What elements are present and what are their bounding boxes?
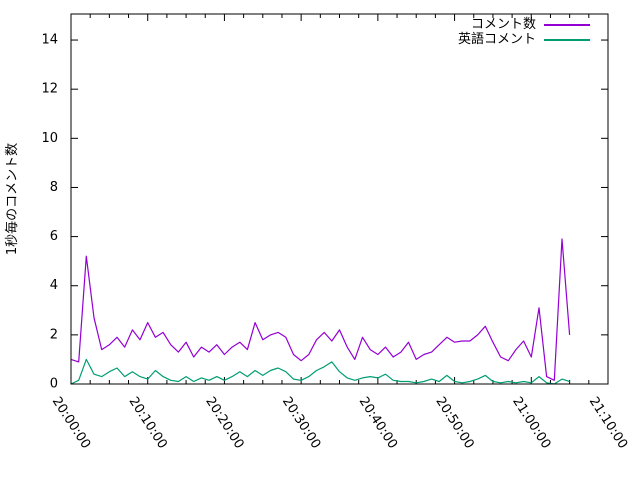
y-tick-label: 2 xyxy=(50,327,58,342)
x-tick-label: 20:10:00 xyxy=(126,394,170,451)
y-tick-label: 12 xyxy=(41,82,58,97)
x-tick-label: 21:00:00 xyxy=(509,394,553,451)
x-tick-label: 21:10:00 xyxy=(586,394,630,451)
y-tick-label: 4 xyxy=(50,278,58,293)
y-tick-label: 0 xyxy=(50,377,58,392)
y-tick-label: 6 xyxy=(50,229,58,244)
x-tick-label: 20:30:00 xyxy=(279,394,323,451)
legend-label-english-comments: 英語コメント xyxy=(457,32,536,47)
series-line-comments xyxy=(70,238,571,381)
legend-entry-english-comments: 英語コメント xyxy=(458,32,590,47)
y-tick-label: 14 xyxy=(41,33,58,48)
legend: コメント数 英語コメント xyxy=(458,17,590,47)
legend-entry-comments: コメント数 xyxy=(458,17,590,32)
y-tick-label: 8 xyxy=(50,180,58,195)
y-axis-title: 1秒毎のコメント数 xyxy=(4,143,20,255)
legend-line-sample-comments xyxy=(544,23,590,26)
legend-label-comments: コメント数 xyxy=(470,17,536,32)
x-tick-label: 20:50:00 xyxy=(432,394,476,451)
x-tick-label: 20:20:00 xyxy=(202,394,246,451)
y-tick-label: 10 xyxy=(41,131,58,146)
x-tick-label: 20:40:00 xyxy=(356,394,400,451)
legend-line-sample-english-comments xyxy=(544,38,590,41)
plot-border xyxy=(70,13,609,385)
series-line-english-comments xyxy=(70,358,570,385)
x-tick-label: 20:00:00 xyxy=(49,394,93,451)
